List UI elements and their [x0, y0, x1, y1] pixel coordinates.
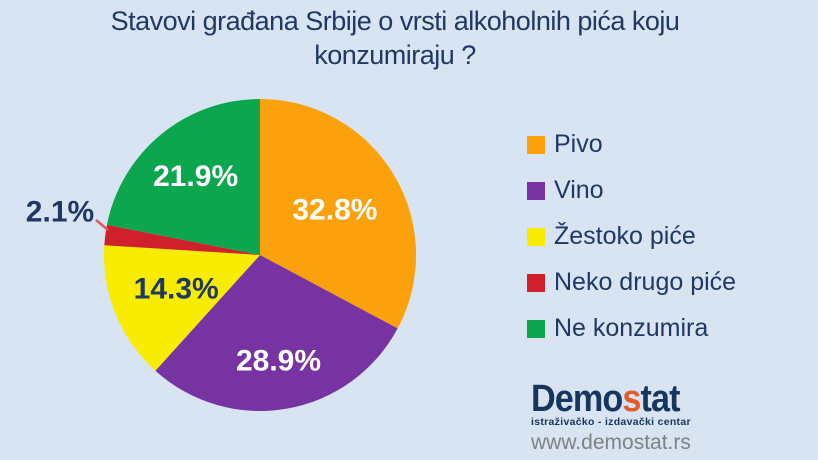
legend-item-pivo: Pivo: [527, 131, 736, 158]
slice-label-neko-drugo-pice: 2.1%: [26, 196, 94, 229]
legend-label-ne-konzumira: Ne konzumira: [554, 314, 709, 342]
pie-slice-vino: [155, 255, 398, 412]
chart-title-line1: Stavovi građana Srbije o vrsti alkoholni…: [110, 6, 680, 36]
legend-label-zestoko-pice: Žestoko piće: [554, 222, 696, 250]
label-leader-line-neko-drugo-pice: [95, 219, 109, 231]
legend-item-ne-konzumira: Ne konzumira: [527, 315, 736, 342]
legend-label-pivo: Pivo: [554, 130, 603, 158]
slice-label-vino: 28.9%: [236, 345, 321, 378]
legend-swatch-pivo: [527, 135, 545, 154]
legend-label-neko-drugo-pice: Neko drugo piće: [554, 268, 737, 296]
slice-label-pivo: 32.8%: [292, 194, 377, 227]
legend-item-neko-drugo-pice: Neko drugo piće: [527, 269, 736, 296]
demostat-wordmark: Demostat: [531, 378, 681, 420]
legend-label-vino: Vino: [554, 176, 604, 204]
pie-slice-neko-drugo-pice: [104, 224, 260, 255]
chart-title-line2: konzumiraju ?: [314, 40, 476, 70]
pie-slice-zestoko-pice: [104, 245, 260, 371]
logo-subtitle: istraživačko - izdavački centar: [531, 416, 691, 428]
pie-slice-ne-konzumira: [106, 99, 260, 255]
logo-url: www.demostat.rs: [531, 431, 691, 454]
legend-swatch-ne-konzumira: [527, 319, 545, 338]
legend: Pivo Vino Žestoko piće Neko drugo piće Ne ko…: [527, 131, 736, 361]
legend-swatch-zestoko-pice: [527, 227, 545, 246]
demostat-logo: Demostat istraživačko - izdavački centar…: [531, 380, 696, 455]
logo-word-start: Demo: [531, 378, 623, 420]
slice-label-zestoko-pice: 14.3%: [134, 273, 219, 306]
slice-label-ne-konzumira: 21.9%: [153, 160, 238, 193]
legend-item-vino: Vino: [527, 177, 736, 204]
legend-swatch-neko-drugo-pice: [527, 273, 545, 292]
logo-word-end: tat: [640, 378, 681, 420]
logo-word-accent: s: [622, 378, 641, 420]
chart-title: Stavovi građana Srbije o vrsti alkoholni…: [0, 4, 790, 72]
legend-swatch-vino: [527, 181, 545, 200]
legend-item-zestoko-pice: Žestoko piće: [527, 223, 736, 250]
pie-slice-pivo: [260, 99, 417, 329]
